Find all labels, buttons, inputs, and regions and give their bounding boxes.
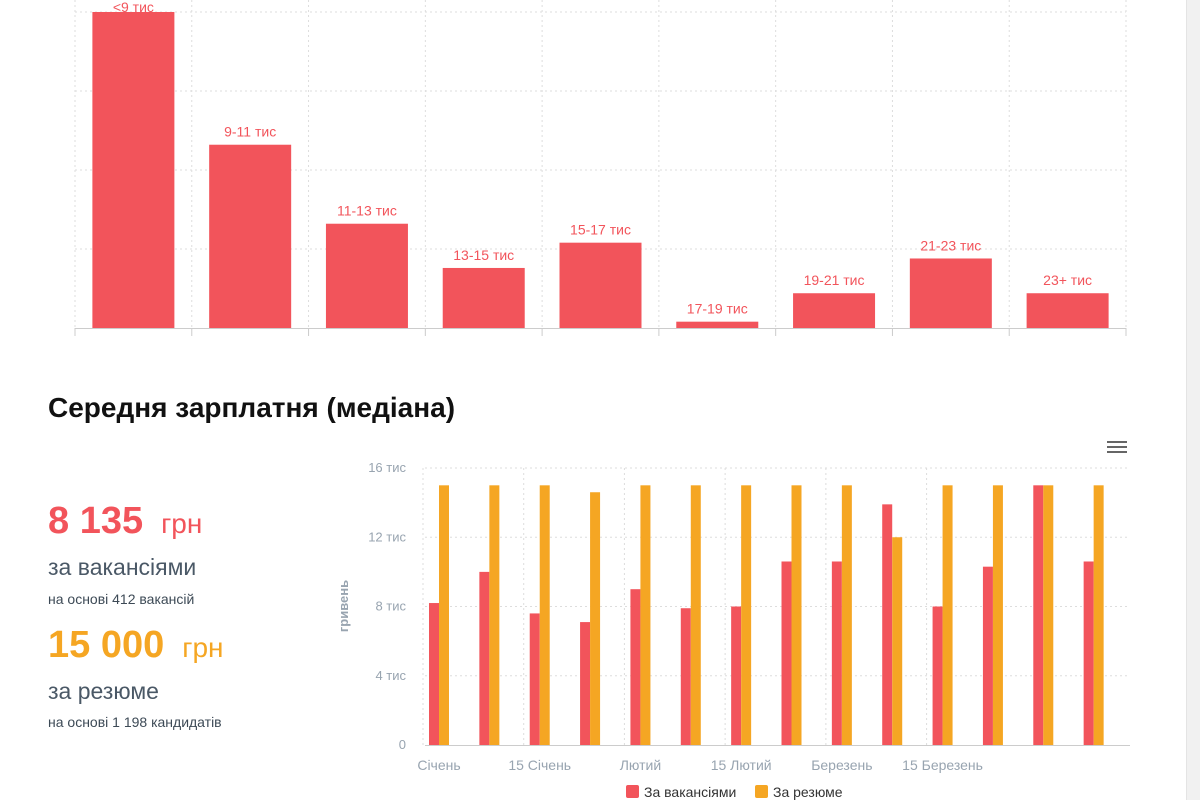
vacancies-median-unit: грн	[161, 508, 203, 539]
vacancies-bar	[580, 622, 591, 745]
x-tick-label: Січень	[417, 757, 460, 773]
vacancies-bar	[1033, 485, 1044, 745]
vacancies-bar	[982, 566, 993, 745]
y-tick-label: 16 тис	[368, 460, 406, 475]
bar-data-label: 23+ тис	[1043, 272, 1092, 288]
vacancies-median-stat: 8 135 грн	[48, 500, 202, 543]
y-tick-label: 12 тис	[368, 529, 406, 544]
resume-bar	[489, 485, 500, 745]
resume-median-note: на основі 1 198 кандидатів	[48, 714, 222, 730]
distribution-bar	[209, 144, 292, 328]
resume-bar	[741, 485, 752, 745]
vacancies-bar	[932, 606, 943, 745]
distribution-bar	[325, 223, 408, 328]
resume-median-value: 15 000	[48, 624, 165, 666]
x-tick-label: Березень	[811, 757, 872, 773]
y-axis-title: гривень	[336, 580, 351, 632]
x-tick-label: 15 Лютий	[711, 757, 772, 773]
vacancies-median-label: за вакансіями	[48, 554, 197, 580]
vacancies-median-value: 8 135	[48, 500, 144, 542]
vacancies-bar	[529, 613, 540, 745]
resume-bar	[1043, 485, 1054, 745]
y-tick-label: 4 тис	[375, 668, 406, 683]
vacancies-bar	[831, 561, 842, 745]
y-tick-label: 8 тис	[375, 599, 406, 614]
vacancies-bar	[781, 561, 792, 745]
vacancies-bar	[882, 504, 893, 745]
resume-bar	[439, 485, 449, 745]
x-tick-label: 15 Січень	[508, 757, 571, 773]
legend-swatch-vacancies	[626, 785, 639, 798]
x-tick-label: 15 Березень	[902, 757, 983, 773]
distribution-bar	[442, 267, 525, 328]
resume-bar	[1093, 485, 1104, 745]
resume-median-unit: грн	[182, 632, 224, 663]
legend-label-vacancies: За вакансіями	[644, 784, 736, 800]
resume-bar	[892, 537, 903, 745]
bar-data-label: 9-11 тис	[224, 124, 276, 140]
resume-bar	[590, 492, 601, 745]
legend-swatch-resume	[755, 785, 768, 798]
bar-data-label: 13-15 тис	[453, 247, 514, 263]
resume-bar	[640, 485, 651, 745]
bar-data-label: 15-17 тис	[570, 222, 631, 238]
resume-median-label: за резюме	[48, 678, 159, 704]
distribution-bar	[559, 242, 642, 328]
bar-data-label: 19-21 тис	[804, 272, 865, 288]
x-tick-label: Лютий	[620, 757, 661, 773]
distribution-bar	[1026, 293, 1109, 328]
bar-data-label: 17-19 тис	[687, 301, 748, 317]
y-tick-label: 0	[399, 737, 406, 752]
page-title: Середня зарплатня (медіана)	[48, 392, 456, 423]
hamburger-menu-icon[interactable]	[1104, 438, 1130, 458]
resume-bar	[942, 485, 953, 745]
vacancies-bar	[1083, 561, 1094, 745]
resume-bar	[992, 485, 1003, 745]
resume-median-stat: 15 000 грн	[48, 624, 223, 667]
vacancies-median-note: на основі 412 вакансій	[48, 591, 195, 607]
resume-bar	[690, 485, 701, 745]
salary-distribution-chart: <9 тис 9-11 тис 11-13 тис 13-15 тис 15-17 ти…	[74, 0, 1127, 336]
bar-data-label: <9 тис	[113, 0, 154, 15]
distribution-bar	[676, 321, 759, 328]
legend-label-resume: За резюме	[773, 784, 843, 800]
vacancies-bar	[479, 571, 490, 745]
distribution-bar	[793, 293, 876, 328]
vacancies-bar	[680, 608, 691, 745]
distribution-bar	[909, 258, 992, 328]
resume-bar	[841, 485, 852, 745]
page-scrollbar[interactable]	[1186, 0, 1200, 800]
bar-data-label: 11-13 тис	[337, 203, 397, 219]
distribution-bar	[92, 12, 175, 328]
vacancies-bar	[429, 603, 439, 745]
bar-data-label: 21-23 тис	[920, 237, 981, 253]
resume-bar	[791, 485, 802, 745]
vacancies-bar	[731, 606, 742, 745]
resume-bar	[539, 485, 550, 745]
vacancies-bar	[630, 589, 641, 745]
